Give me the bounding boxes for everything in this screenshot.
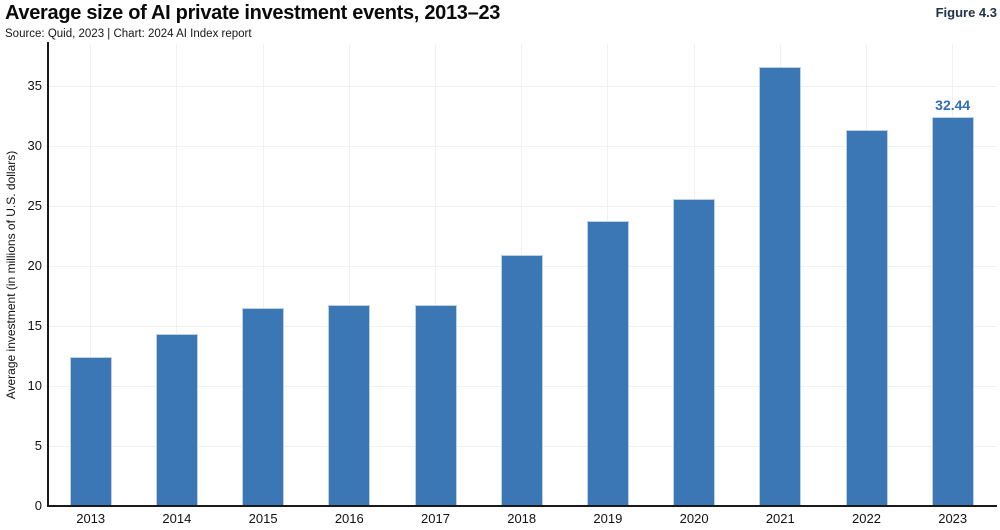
x-tick-label-2019: 2019 [593,511,623,526]
bar-2015 [242,308,285,506]
vertical-gridline [90,44,92,506]
bar-2016 [328,305,371,506]
y-tick-label: 5 [34,438,42,453]
x-tick-label-2020: 2020 [679,511,709,526]
y-axis-line [47,42,49,507]
vertical-gridline [348,44,350,506]
x-tick-label-2015: 2015 [248,511,278,526]
bar-2023 [931,116,974,506]
x-tick-label-2023: 2023 [938,511,968,526]
figure-label: Figure 4.3 [935,5,997,20]
x-tick-label-2017: 2017 [421,511,450,526]
chart-source: Source: Quid, 2023 | Chart: 2024 AI Inde… [5,28,252,40]
horizontal-gridline [49,145,997,147]
chart-title: Average size of AI private investment ev… [5,2,501,24]
vertical-gridline [262,44,264,506]
x-tick-label-2021: 2021 [765,511,795,526]
x-tick-label-2018: 2018 [507,511,537,526]
bar-2014 [155,334,198,506]
y-axis-title: Average investment (in millions of U.S. … [4,150,18,400]
y-tick-label: 30 [27,138,42,153]
bar-2013 [69,356,112,506]
y-tick-label: 15 [27,318,42,333]
vertical-gridline [176,44,178,506]
x-tick-label-2014: 2014 [162,511,192,526]
x-tick-label-2022: 2022 [852,511,881,526]
horizontal-gridline [49,85,997,87]
y-tick-label: 10 [27,378,42,393]
x-tick-label-2016: 2016 [334,511,364,526]
vertical-gridline [435,44,436,506]
bar-2022 [845,129,888,506]
y-tick-label: 35 [27,78,42,93]
bar-2021 [759,67,802,506]
horizontal-gridline [49,205,997,207]
bar-2018 [500,255,543,506]
bar-2019 [586,220,629,506]
y-tick-label: 20 [27,258,42,273]
y-tick-label: 25 [27,198,42,213]
bar-value-label-2023: 32.44 [935,96,971,113]
bar-2020 [673,198,716,506]
x-tick-label-2013: 2013 [76,511,106,526]
y-tick-label: 0 [34,498,42,513]
bar-2017 [414,305,457,506]
x-axis-line [47,505,997,507]
